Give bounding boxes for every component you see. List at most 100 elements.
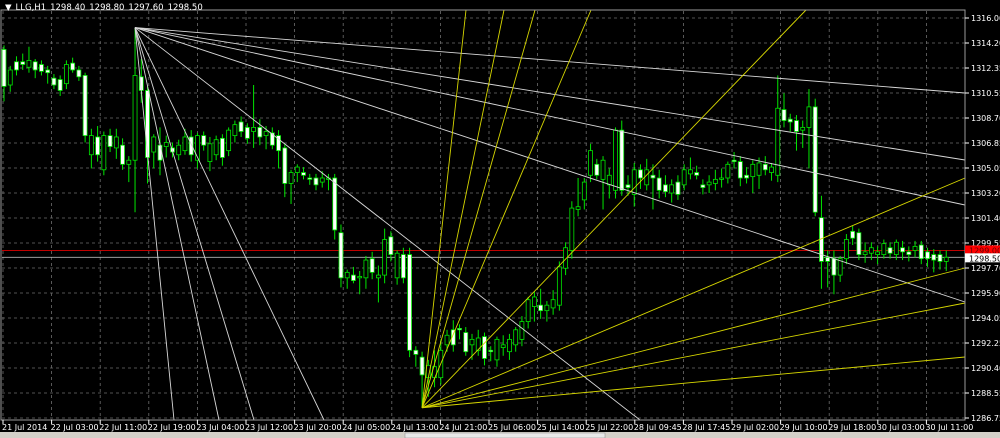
candle-bullish xyxy=(375,265,381,303)
time-tick-label: 29 Jul 02:00 xyxy=(731,423,779,432)
candle-bearish xyxy=(463,327,469,356)
gann-fan-line-yellow[interactable] xyxy=(421,302,966,409)
candle-body xyxy=(357,276,363,279)
candle-bullish xyxy=(712,169,718,191)
price-tick-label: 1308.70 xyxy=(971,114,1000,123)
candle-bearish xyxy=(419,351,425,408)
candle-bullish xyxy=(669,179,675,203)
candle-bullish xyxy=(394,250,400,285)
candle-body xyxy=(232,124,238,137)
candle-body xyxy=(806,106,812,128)
candle-bearish xyxy=(937,250,943,270)
gann-fan-line-white[interactable] xyxy=(134,27,641,421)
candle-bullish xyxy=(881,239,887,259)
gann-fan-line-white[interactable] xyxy=(134,27,255,421)
candle-bearish xyxy=(625,175,631,196)
gann-fan-line-yellow[interactable] xyxy=(421,9,505,408)
candle-body xyxy=(176,144,182,156)
candle-body xyxy=(700,184,706,188)
candle-body xyxy=(575,206,581,210)
candle-bearish xyxy=(313,173,319,191)
candle-bearish xyxy=(388,231,394,262)
chart-frame xyxy=(0,9,966,421)
price-tick-label: 1290.40 xyxy=(971,364,1000,373)
candle-body xyxy=(744,174,749,179)
candle-body xyxy=(394,252,400,279)
scrollbar-thumb[interactable] xyxy=(404,432,606,438)
candle-bullish xyxy=(176,139,182,161)
candle-body xyxy=(132,75,138,161)
gann-fan-line-white[interactable] xyxy=(134,27,966,303)
time-tick-label: 29 Jul 18:00 xyxy=(828,423,876,432)
gann-fan-line-white[interactable] xyxy=(134,27,966,161)
triangle-down-icon[interactable]: ▼ xyxy=(5,3,12,13)
candle-body xyxy=(613,129,618,191)
candle-body xyxy=(725,163,731,179)
candle-body xyxy=(351,274,356,281)
candle-body xyxy=(881,243,887,255)
candle-bullish xyxy=(513,327,519,352)
price-tick-label: 1301.40 xyxy=(971,214,1000,223)
candle-body xyxy=(344,271,350,279)
gann-fan-line-white[interactable] xyxy=(135,27,966,94)
gann-fan-line-white[interactable] xyxy=(134,27,175,421)
candle-bullish xyxy=(319,171,325,188)
candle-body xyxy=(588,150,593,176)
candle-body xyxy=(525,299,531,322)
candle-body xyxy=(101,135,107,171)
gann-fan-line-white[interactable] xyxy=(134,27,220,421)
gann-fan-line-yellow[interactable] xyxy=(421,9,807,409)
candle-bullish xyxy=(357,270,363,295)
candle-bearish xyxy=(656,169,662,199)
gann-fan-line-yellow[interactable] xyxy=(421,9,592,408)
candle-body xyxy=(450,329,456,346)
candle-body xyxy=(594,163,600,176)
candle-bullish xyxy=(532,291,537,322)
gann-fan-line-yellow[interactable] xyxy=(421,177,966,409)
candle-bearish xyxy=(488,346,494,362)
candle-body xyxy=(307,177,313,180)
chart-header: ▼ LLG,H1 1298.40 1298.80 1297.60 1298.50 xyxy=(5,3,207,13)
candle-body xyxy=(769,166,774,173)
candle-bearish xyxy=(931,249,937,273)
candle-bearish xyxy=(787,113,793,132)
candle-body xyxy=(475,337,481,351)
candle-bullish xyxy=(943,250,949,271)
gann-fan-line-white[interactable] xyxy=(134,27,966,206)
candle-body xyxy=(107,135,113,147)
candle-body xyxy=(812,106,818,213)
gann-fan-line-yellow[interactable] xyxy=(421,9,536,408)
candle-body xyxy=(900,247,905,253)
time-tick-label: 22 Jul 11:00 xyxy=(99,423,147,432)
candle-body xyxy=(500,344,506,348)
time-axis[interactable]: 21 Jul 2014 22 Jul 03:00 22 Jul 11:00 22 Ju… xyxy=(2,420,973,432)
candle-body xyxy=(675,181,681,195)
candle-body xyxy=(288,172,294,184)
price-axis[interactable]: 1316.00 1314.20 1312.35 1310.55 1308.70 1306.… xyxy=(965,14,1000,423)
candle-bearish xyxy=(675,175,681,200)
time-tick-label: 22 Jul 03:00 xyxy=(51,423,99,432)
candle-body xyxy=(494,338,500,361)
candle-body xyxy=(538,304,544,312)
candle-body xyxy=(457,328,462,331)
gann-fan-line-yellow[interactable] xyxy=(421,267,966,409)
price-tick-label: 1312.35 xyxy=(971,64,1000,73)
candle-bullish xyxy=(569,201,575,259)
candle-body xyxy=(731,159,737,162)
symbol-timeframe: LLG,H1 xyxy=(15,3,47,13)
candle-bullish xyxy=(232,120,238,143)
candle-bullish xyxy=(756,157,762,189)
gann-fan-line-white[interactable] xyxy=(134,27,325,421)
candle-bearish xyxy=(594,158,600,180)
candle-bullish xyxy=(775,75,781,183)
gann-fans[interactable] xyxy=(134,9,966,421)
candle-bearish xyxy=(856,228,862,261)
candle-bullish xyxy=(719,168,724,188)
candle-bearish xyxy=(694,165,700,180)
candle-bearish xyxy=(457,324,462,340)
candle-bullish xyxy=(725,161,731,184)
candle-body xyxy=(282,147,288,184)
gann-fan-line-yellow[interactable] xyxy=(422,356,966,409)
gann-fan-line-yellow[interactable] xyxy=(421,9,467,408)
